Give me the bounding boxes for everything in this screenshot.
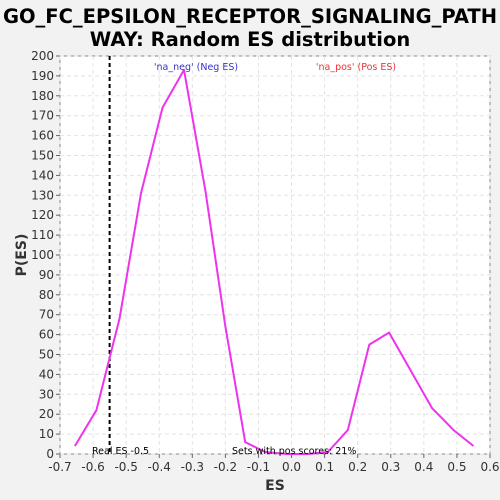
x-tick-label: -0.6 [81, 460, 104, 474]
y-tick-label: 150 [31, 149, 54, 163]
y-tick-label: 70 [39, 308, 54, 322]
x-tick-label: 0.3 [381, 460, 400, 474]
y-tick-label: 130 [31, 188, 54, 202]
series [74, 68, 475, 455]
x-axis-label: ES [265, 478, 285, 494]
x-tick-label: 0.4 [414, 460, 433, 474]
y-tick-label: 30 [39, 387, 54, 401]
y-tick-label: 40 [39, 367, 54, 381]
neg-es-label: 'na_neg' (Neg ES) [154, 62, 238, 73]
x-tick-label: 0.0 [282, 460, 301, 474]
x-tick-label: -0.1 [247, 460, 270, 474]
ticks: -0.7 -0.6 -0.5 -0.4 -0.3 -0.2 -0.1 0.0 0.1 0.2 0.3… [31, 49, 499, 474]
x-tick-label: -0.4 [148, 460, 171, 474]
pos-scores-label: Sets with pos scores: 21% [232, 446, 356, 457]
y-tick-label: 100 [31, 248, 54, 262]
x-tick-label: 0.5 [447, 460, 466, 474]
y-tick-label: 50 [39, 348, 54, 362]
x-tick-label: -0.3 [181, 460, 204, 474]
y-tick-label: 140 [31, 168, 54, 182]
chart-title-line-2: WAY: Random ES distribution [90, 28, 411, 51]
grid [59, 55, 491, 455]
y-tick-label: 20 [39, 407, 54, 421]
y-tick-label: 60 [39, 328, 54, 342]
series-line-0 [74, 68, 475, 455]
y-tick-label: 190 [31, 69, 54, 83]
y-axis-label: P(ES) [14, 234, 30, 277]
y-tick-label: 180 [31, 89, 54, 103]
y-tick-label: 10 [39, 427, 54, 441]
pos-es-label: 'na_pos' (Pos ES) [316, 62, 396, 73]
chart-title-line-1: GO_FC_EPSILON_RECEPTOR_SIGNALING_PATH [3, 5, 497, 28]
y-tick-label: 170 [31, 109, 54, 123]
x-tick-label: -0.2 [214, 460, 237, 474]
x-tick-label: -0.7 [48, 460, 71, 474]
y-tick-label: 200 [31, 49, 54, 63]
y-tick-label: 110 [31, 228, 54, 242]
y-tick-label: 80 [39, 288, 54, 302]
y-tick-label: 0 [46, 447, 54, 461]
x-tick-label: -0.5 [114, 460, 137, 474]
y-tick-label: 160 [31, 129, 54, 143]
y-tick-label: 120 [31, 208, 54, 222]
x-tick-label: 0.1 [315, 460, 334, 474]
real-es-label: Real ES -0.5 [92, 446, 149, 457]
x-tick-label: 0.6 [480, 460, 499, 474]
x-tick-label: 0.2 [348, 460, 367, 474]
y-tick-label: 90 [39, 268, 54, 282]
